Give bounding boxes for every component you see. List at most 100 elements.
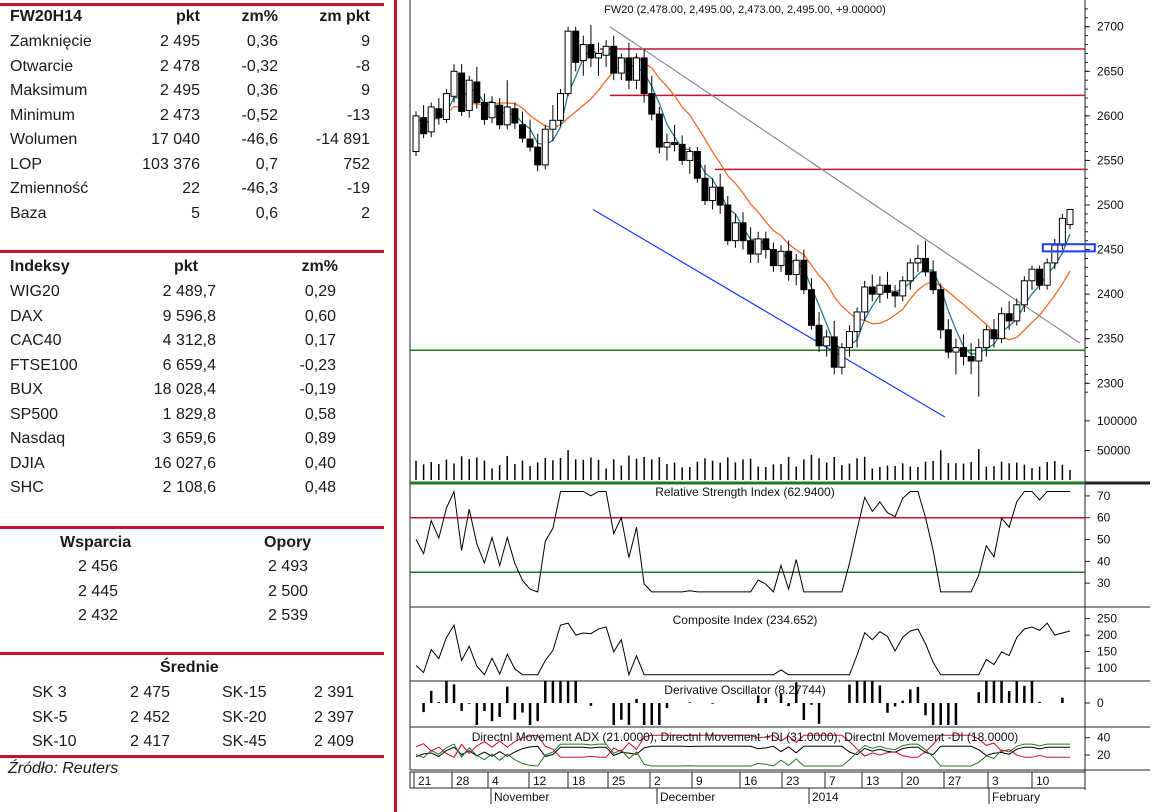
dmi-title: Directnl Movement ADX (21.0000), Directn…	[472, 730, 1019, 744]
header-cell: Wsparcia	[60, 534, 132, 551]
resistance-value: 2 500	[268, 582, 309, 600]
candle-body	[488, 102, 496, 119]
table-row: CAC40 4 312,8 0,17	[0, 332, 384, 356]
row-label: Wolumen	[10, 131, 78, 148]
row-value: 0,36	[246, 82, 278, 99]
average-value: 2 475	[130, 684, 171, 701]
average-value: 2 409	[314, 733, 355, 750]
candle-body	[518, 124, 526, 139]
candle-body	[709, 186, 717, 202]
y-tick-label: 2650	[1097, 64, 1124, 78]
candle-body	[465, 79, 473, 112]
table-header: Wsparcia Opory	[0, 534, 384, 558]
table-row: 2 445 2 500	[0, 583, 384, 607]
candle-body	[534, 146, 542, 166]
candle-body	[914, 257, 922, 264]
rsi-title: Relative Strength Index (62.9400)	[655, 485, 834, 499]
table-row: SK-10 2 417 SK-45 2 409	[0, 733, 384, 757]
row-value: 2 473	[159, 106, 200, 124]
table-row: Otwarcie 2 478 -0,32 -8	[0, 58, 384, 82]
candle-body	[1043, 262, 1051, 286]
table-row: Maksimum 2 495 0,36 9	[0, 82, 384, 106]
composite-line	[415, 622, 1071, 677]
row-label: FTSE100	[10, 356, 78, 374]
candle-body	[412, 115, 420, 153]
x-day-label: 10	[1036, 774, 1050, 788]
row-value: 0,6	[255, 204, 278, 222]
row-value: 18 028,4	[153, 381, 216, 398]
table-row: Zamknięcie 2 495 0,36 9	[0, 33, 384, 57]
table-row: Minimum 2 473 -0,52 -13	[0, 107, 384, 131]
table-row: DJIA 16 027,6 0,40	[0, 455, 384, 479]
row-value: 9 596,8	[162, 307, 216, 325]
table-row: SK 3 2 475 SK-15 2 391	[0, 684, 384, 708]
candle-body	[655, 113, 663, 148]
row-label: WIG20	[10, 283, 60, 300]
header-cell: zm%	[301, 258, 338, 275]
candle-body	[442, 93, 450, 120]
header-cell: zm pkt	[319, 8, 370, 25]
support-value: 2 445	[78, 582, 119, 600]
average-value: 2 417	[130, 733, 171, 750]
row-value: 0,29	[304, 283, 336, 300]
row-value: -8	[355, 57, 370, 75]
divider	[0, 652, 384, 655]
y-tick-label: 70	[1097, 489, 1111, 503]
candle-body	[595, 52, 603, 59]
candle-body	[960, 347, 968, 358]
average-label: SK 3	[32, 684, 67, 701]
row-label: Otwarcie	[10, 57, 74, 75]
candle-body	[633, 57, 641, 81]
minus-di-line	[415, 734, 1070, 758]
row-value: 0,60	[304, 307, 336, 325]
candle-body	[503, 106, 511, 126]
row-value: 0,40	[304, 454, 336, 472]
row-value: -0,52	[241, 106, 278, 124]
candle-body	[747, 240, 755, 255]
candle-body	[998, 313, 1006, 340]
row-value: 2 495	[159, 82, 200, 99]
row-value: 9	[361, 33, 370, 50]
row-label: Baza	[10, 204, 47, 222]
price-chart: 230023502400245025002550260026502700FW20…	[409, 0, 1150, 804]
candle-body	[693, 151, 701, 179]
x-day-label: 9	[696, 774, 703, 788]
candle-body	[944, 329, 952, 353]
row-value: -0,23	[299, 356, 336, 374]
row-value: 17 040	[151, 131, 200, 148]
plus-di-line	[415, 743, 1070, 767]
candle-body	[731, 222, 739, 242]
downtrend-line	[609, 26, 1081, 344]
y-tick-label: 200	[1097, 628, 1117, 642]
average-label: SK-20	[222, 708, 267, 726]
row-value: -46,6	[241, 131, 278, 148]
row-value: 16 027,6	[153, 454, 216, 472]
derivative-title: Derivative Oscillator (8.27744)	[664, 683, 825, 697]
x-month-label: December	[660, 790, 715, 804]
candle-body	[427, 106, 435, 133]
table-row: SK-5 2 452 SK-20 2 397	[0, 709, 384, 733]
resistance-value: 2 539	[268, 607, 309, 624]
table-header: FW20H14 pkt zm% zm pkt	[0, 8, 384, 32]
candle-body	[982, 329, 990, 349]
x-day-label: 7	[829, 774, 836, 788]
candle-body	[678, 143, 686, 161]
table-row: BUX 18 028,4 -0,19	[0, 381, 384, 405]
divider	[0, 250, 384, 253]
row-value: 752	[343, 155, 370, 173]
candle-body	[663, 142, 671, 148]
candle-body	[899, 280, 907, 297]
row-value: 6 659,4	[162, 356, 216, 374]
row-label: Zamknięcie	[10, 33, 92, 50]
row-label: Minimum	[10, 106, 75, 124]
table-row: 2 456 2 493	[0, 558, 384, 582]
support-value: 2 432	[78, 607, 119, 624]
table-row: SHC 2 108,6 0,48	[0, 479, 384, 503]
candle-body	[625, 57, 633, 81]
average-value: 2 397	[314, 708, 355, 726]
candle-body	[937, 289, 945, 331]
support-value: 2 456	[78, 558, 119, 575]
x-day-label: 25	[612, 774, 626, 788]
row-value: -46,3	[241, 180, 278, 197]
table-row: Wolumen 17 040 -46,6 -14 891	[0, 131, 384, 155]
